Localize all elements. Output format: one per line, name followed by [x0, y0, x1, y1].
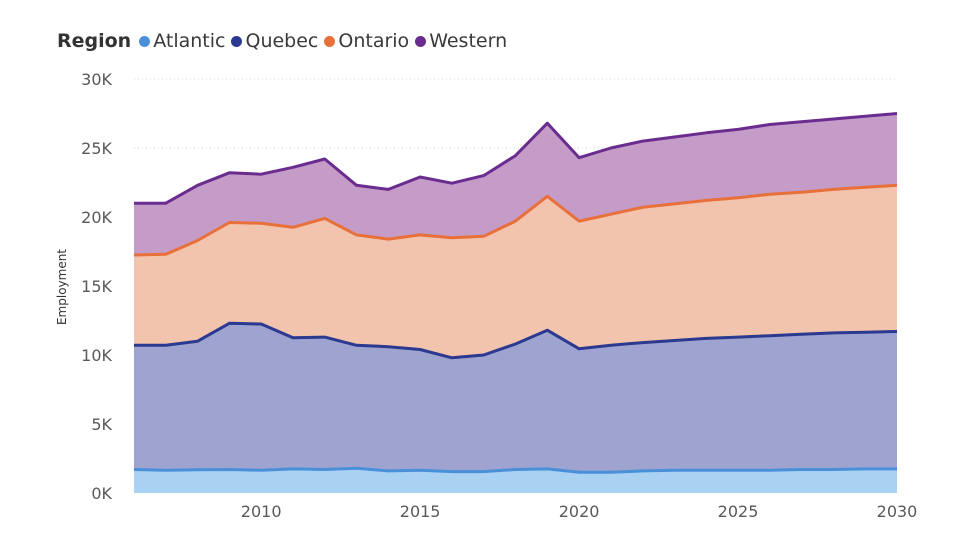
area-atlantic[interactable]: [134, 468, 897, 493]
legend-marker-quebec: [231, 35, 243, 47]
line-western[interactable]: [134, 112, 898, 205]
legend-marker-western: [415, 35, 427, 47]
x-tick-label: 2030: [877, 502, 918, 521]
legend-item-atlantic[interactable]: Atlantic: [139, 30, 225, 52]
area-quebec[interactable]: [134, 323, 897, 473]
chart-legend: Region Atlantic Quebec Ontario Western: [57, 30, 513, 52]
area-ontario[interactable]: [134, 185, 897, 358]
area-western[interactable]: [134, 113, 897, 256]
y-axis-label: Employment: [55, 249, 69, 325]
y-tick-label: 15K: [81, 277, 112, 296]
legend-item-western[interactable]: Western: [415, 30, 507, 52]
area-fills: [134, 113, 897, 493]
y-tick-label: 25K: [81, 139, 112, 158]
x-tick-label: 2010: [241, 502, 282, 521]
line-quebec[interactable]: [134, 321, 898, 360]
x-tick-label: 2025: [718, 502, 759, 521]
y-tick-label: 0K: [91, 484, 112, 503]
series-lines: [133, 112, 898, 474]
legend-item-ontario[interactable]: Ontario: [324, 30, 409, 52]
y-tick-label: 20K: [81, 208, 112, 227]
legend-title: Region: [57, 30, 132, 52]
y-tick-label: 5K: [91, 415, 112, 434]
legend-label-western: Western: [429, 30, 508, 52]
legend-marker-atlantic: [139, 35, 151, 47]
legend-label-quebec: Quebec: [245, 30, 319, 52]
x-tick-label: 2015: [400, 502, 441, 521]
line-ontario[interactable]: [133, 183, 898, 257]
legend-label-ontario: Ontario: [338, 30, 410, 52]
y-axis-ticks: 0K 5K 10K 15K 20K 25K 30K: [81, 70, 112, 503]
x-axis-ticks: 2010 2015 2020 2025 2030: [241, 502, 918, 521]
legend-label-atlantic: Atlantic: [153, 30, 226, 52]
legend-item-quebec[interactable]: Quebec: [231, 30, 318, 52]
y-tick-label: 30K: [81, 70, 112, 89]
line-atlantic[interactable]: [133, 466, 897, 474]
x-tick-label: 2020: [559, 502, 600, 521]
y-tick-label: 10K: [81, 346, 112, 365]
legend-marker-ontario: [324, 35, 336, 47]
